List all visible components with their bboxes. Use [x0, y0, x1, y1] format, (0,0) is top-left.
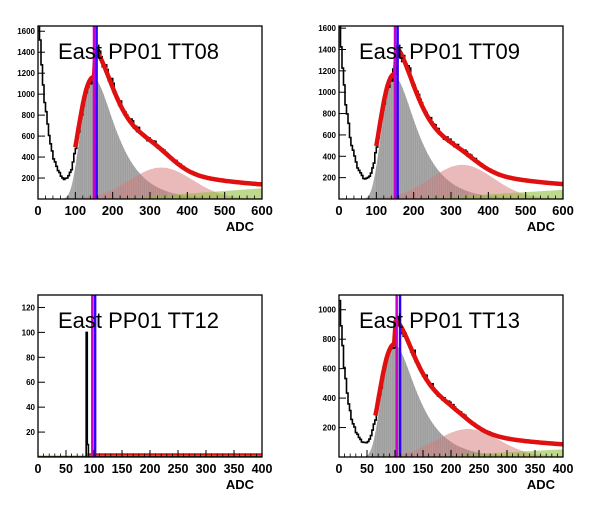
fit-curve [73, 48, 262, 187]
plot-area [38, 26, 262, 199]
x-tick-label: 600 [251, 203, 273, 218]
x-tick-label: 300 [440, 203, 462, 218]
x-tick-label: 350 [224, 462, 245, 476]
chart-panel-3: 0 50 100 150 200 250 300 350 400 20 40 60 80 100 120 Ea… [22, 294, 273, 492]
y-tick-label: 200 [323, 424, 337, 433]
x-tick-label: 100 [365, 203, 387, 218]
y-tick-label: 600 [22, 132, 36, 141]
tail-component [38, 188, 262, 199]
y-tick-label: 1400 [17, 48, 35, 57]
x-axis-label: ADC [527, 477, 556, 492]
histogram [38, 331, 262, 457]
y-tick-label: 20 [26, 428, 35, 437]
x-tick-label: 0 [335, 203, 342, 218]
y-tick-label: 1200 [318, 67, 336, 76]
chart-panel-1: 0 100 200 300 400 500 600 200 400 600 800 1000 1200 1… [17, 25, 273, 234]
x-tick-label: 500 [214, 203, 236, 218]
chart-title: East PP01 TT13 [359, 308, 520, 333]
x-tick-label: 300 [196, 462, 217, 476]
x-tick-label: 300 [139, 203, 161, 218]
x-tick-label: 200 [441, 462, 462, 476]
y-tick-label: 600 [323, 131, 337, 140]
x-tick-label: 50 [360, 462, 374, 476]
fit-curve [374, 45, 563, 187]
chart-title: East PP01 TT12 [58, 308, 219, 333]
chart-title: East PP01 TT09 [359, 39, 520, 64]
x-tick-label: 600 [552, 203, 574, 218]
x-tick-label: 250 [469, 462, 490, 476]
x-tick-label: 400 [553, 462, 574, 476]
x-tick-label: 0 [336, 462, 343, 476]
x-tick-label: 200 [140, 462, 161, 476]
x-tick-label: 400 [176, 203, 198, 218]
y-tick-label: 40 [26, 403, 35, 412]
mip-component [339, 345, 563, 457]
x-tick-label: 150 [112, 462, 133, 476]
y-tick-label: 1600 [17, 27, 35, 36]
y-tick-label: 1600 [318, 24, 336, 33]
x-tick-label: 0 [34, 203, 41, 218]
second-component [339, 164, 563, 199]
y-tick-label: 1000 [17, 90, 35, 99]
x-tick-label: 250 [168, 462, 189, 476]
x-tick-label: 300 [497, 462, 518, 476]
y-tick-label: 400 [323, 394, 337, 403]
y-tick-label: 120 [22, 303, 36, 312]
x-tick-label: 200 [403, 203, 425, 218]
x-axis-label: ADC [527, 219, 556, 234]
y-tick-label: 80 [26, 353, 35, 362]
y-tick-label: 400 [22, 153, 36, 162]
y-tick-label: 600 [323, 365, 337, 374]
y-tick-label: 1000 [318, 306, 336, 315]
tail-component [339, 189, 563, 199]
y-tick-label: 60 [26, 378, 35, 387]
y-tick-label: 1000 [318, 88, 336, 97]
x-tick-label: 400 [477, 203, 499, 218]
chart-panel-2: 0 100 200 300 400 500 600 200 400 600 800 1000 1200 1… [318, 24, 574, 234]
x-tick-label: 500 [515, 203, 537, 218]
x-tick-label: 200 [102, 203, 124, 218]
y-tick-label: 400 [323, 152, 337, 161]
x-tick-label: 0 [35, 462, 42, 476]
y-tick-label: 100 [22, 328, 36, 337]
x-tick-label: 100 [64, 203, 86, 218]
y-tick-label: 800 [323, 335, 337, 344]
x-tick-label: 400 [252, 462, 273, 476]
fit-curve [373, 318, 563, 447]
x-axis-label: ADC [226, 219, 255, 234]
x-tick-label: 150 [413, 462, 434, 476]
y-tick-label: 800 [323, 110, 337, 119]
x-axis-label: ADC [226, 477, 255, 492]
y-tick-label: 800 [22, 111, 36, 120]
chart-panel-4: 0 50 100 150 200 250 300 350 400 200 400 600 800 1000… [318, 294, 574, 492]
chart-title: East PP01 TT08 [58, 39, 219, 64]
x-tick-label: 100 [84, 462, 105, 476]
y-tick-label: 1400 [318, 45, 336, 54]
y-tick-label: 200 [323, 174, 337, 183]
x-tick-label: 50 [59, 462, 73, 476]
x-tick-label: 350 [525, 462, 546, 476]
y-tick-label: 200 [22, 174, 36, 183]
y-tick-label: 1200 [17, 69, 35, 78]
x-tick-label: 100 [385, 462, 406, 476]
